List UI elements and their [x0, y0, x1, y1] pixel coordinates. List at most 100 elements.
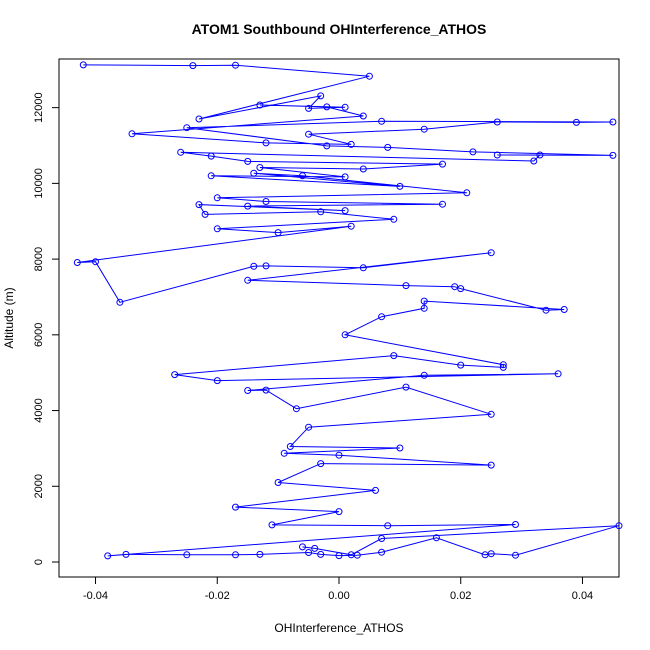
data-point: [390, 215, 398, 223]
data-point: [274, 229, 282, 237]
data-point: [359, 112, 367, 120]
data-point: [116, 298, 124, 306]
data-point: [347, 140, 355, 148]
data-point: [262, 386, 270, 394]
data-point: [73, 259, 81, 266]
x-tick-label: -0.04: [83, 590, 108, 602]
data-point: [177, 148, 185, 156]
data-point: [256, 101, 264, 109]
data-point: [384, 522, 392, 530]
data-point: [439, 200, 446, 208]
data-point: [542, 306, 550, 314]
data-point: [609, 151, 617, 159]
data-point: [493, 118, 501, 126]
data-point: [451, 283, 459, 291]
data-point: [317, 460, 325, 468]
data-point: [207, 172, 215, 180]
data-point: [183, 551, 191, 559]
data-point: [305, 104, 313, 112]
data-point: [512, 521, 519, 528]
data-point: [512, 551, 519, 559]
data-point: [244, 276, 252, 284]
data-point: [487, 461, 495, 469]
data-point: [341, 207, 349, 215]
data-point: [250, 262, 258, 270]
data-point: [487, 249, 495, 257]
data-point: [305, 423, 313, 431]
data-point: [311, 544, 319, 552]
data-point: [457, 285, 465, 293]
data-point: [609, 118, 617, 126]
data-point: [262, 262, 270, 270]
data-point: [469, 148, 477, 156]
data-point: [122, 550, 130, 558]
data-point: [201, 210, 209, 218]
data-point: [359, 165, 367, 173]
data-point: [286, 443, 294, 450]
data-point: [262, 139, 270, 147]
x-tick-label: -0.02: [205, 590, 230, 602]
data-point: [213, 377, 221, 385]
data-point: [128, 130, 136, 138]
series-layer: [73, 61, 623, 560]
data-point: [560, 306, 568, 313]
data-point: [347, 222, 355, 230]
data-point: [378, 313, 386, 321]
data-point: [420, 304, 428, 312]
data-point: [615, 522, 623, 530]
data-point: [420, 125, 428, 133]
data-point: [554, 370, 562, 378]
data-point: [341, 331, 349, 339]
y-tick-label: 0: [33, 559, 45, 565]
data-point: [341, 103, 349, 111]
data-point: [347, 551, 355, 559]
data-point: [493, 151, 501, 159]
chart-title: ATOM1 Southbound OHInterference_ATHOS: [192, 21, 487, 37]
data-point: [420, 297, 428, 305]
data-point: [244, 157, 252, 165]
data-point: [244, 387, 252, 394]
data-point: [280, 449, 288, 457]
data-point: [305, 549, 313, 556]
x-tick-label: 0.00: [328, 590, 349, 602]
data-point: [250, 169, 258, 177]
data-point: [499, 363, 507, 371]
data-point: [390, 352, 398, 360]
data-point: [463, 189, 471, 197]
plot-frame: [58, 58, 620, 578]
data-point: [378, 117, 386, 125]
data-point: [292, 405, 300, 413]
data-point: [232, 61, 239, 69]
data-point: [372, 486, 379, 494]
data-point: [79, 61, 87, 69]
data-point: [439, 160, 446, 168]
data-point: [341, 173, 349, 181]
data-point: [384, 143, 392, 151]
data-point: [323, 103, 331, 111]
data-point: [92, 258, 99, 266]
data-point: [299, 172, 306, 180]
y-tick-label: 12000: [33, 92, 45, 123]
data-point: [378, 548, 386, 556]
y-tick-label: 8000: [33, 247, 45, 271]
data-point: [244, 202, 252, 210]
data-point: [189, 62, 197, 70]
data-point: [396, 444, 404, 452]
data-point: [317, 550, 325, 558]
data-point: [305, 130, 313, 138]
data-point: [457, 361, 465, 369]
data-point: [268, 521, 276, 529]
data-point: [335, 451, 343, 459]
data-point: [262, 198, 270, 205]
data-point: [207, 152, 215, 160]
data-point: [359, 264, 367, 272]
series-line: [77, 64, 620, 557]
data-point: [183, 124, 191, 132]
x-tick-label: 0.02: [450, 590, 471, 602]
data-point: [104, 552, 112, 560]
data-point: [402, 383, 410, 391]
data-point: [232, 503, 239, 511]
x-axis-label: OHInterference_ATHOS: [274, 621, 403, 635]
data-point: [256, 550, 264, 558]
